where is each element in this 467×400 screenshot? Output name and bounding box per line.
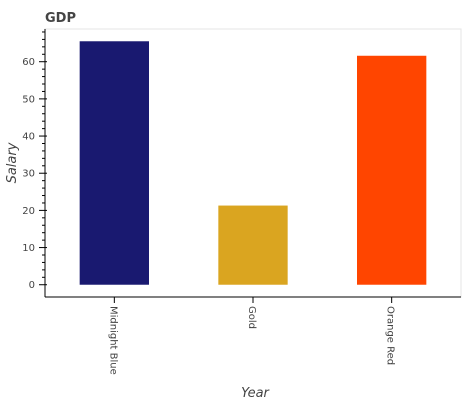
y-tick-label: 60 xyxy=(22,57,35,68)
y-tick-label: 20 xyxy=(22,206,35,217)
y-tick-label: 50 xyxy=(22,94,35,105)
y-axis-ticks: 0 10 20 30 40 50 60 xyxy=(22,31,47,291)
y-axis-label: Salary xyxy=(5,142,20,183)
x-tick-label: Midnight Blue xyxy=(107,306,118,375)
bar-1 xyxy=(218,205,288,285)
x-tick-label: Orange Red xyxy=(385,306,396,365)
y-tick-label: 30 xyxy=(22,169,35,180)
x-axis-label: Year xyxy=(241,386,270,400)
y-tick-label: 10 xyxy=(22,243,35,254)
chart-title: GDP xyxy=(45,11,76,26)
y-tick-label: 40 xyxy=(22,132,35,143)
bar-0 xyxy=(79,41,149,285)
bar-2 xyxy=(357,55,427,285)
bars-group xyxy=(79,41,427,285)
x-tick-label: Gold xyxy=(246,306,257,329)
x-axis-ticks: Midnight Blue Gold Orange Red xyxy=(107,297,396,375)
y-tick-label: 0 xyxy=(29,280,35,291)
